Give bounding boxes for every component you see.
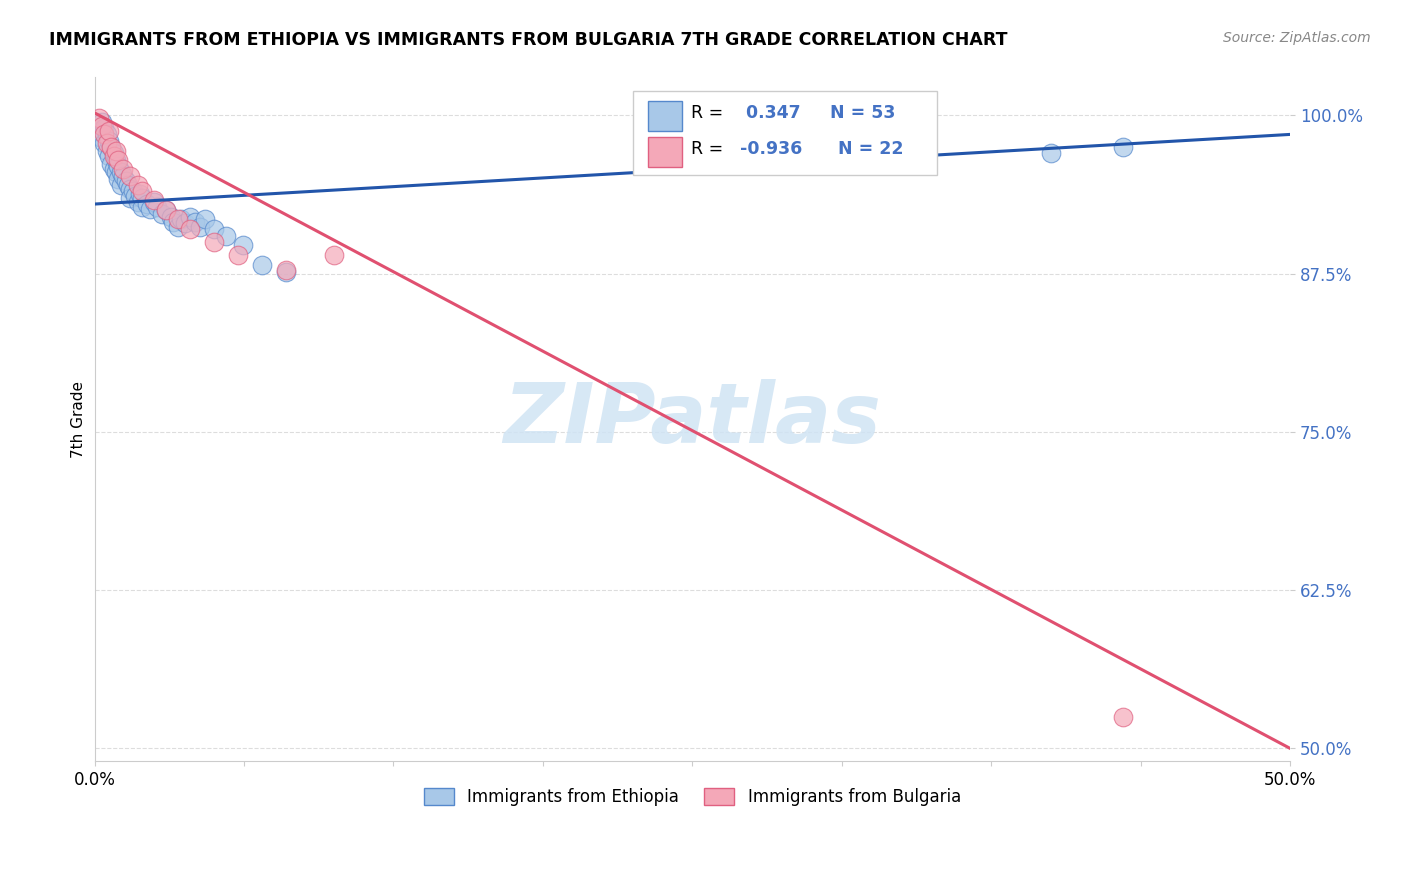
- Point: [93, 121, 115, 136]
- Point: [274, 265, 297, 279]
- Point: [103, 146, 125, 161]
- Point: [250, 258, 273, 272]
- Text: N = 22: N = 22: [832, 140, 904, 158]
- Point: [120, 191, 142, 205]
- Point: [89, 111, 111, 125]
- Point: [103, 149, 125, 163]
- Point: [90, 131, 112, 145]
- Point: [107, 171, 129, 186]
- Point: [90, 114, 112, 128]
- Point: [90, 119, 112, 133]
- Point: [160, 210, 183, 224]
- Point: [155, 203, 177, 218]
- Point: [97, 123, 120, 137]
- Text: -0.936: -0.936: [740, 140, 803, 158]
- Text: Source: ZipAtlas.com: Source: ZipAtlas.com: [1223, 31, 1371, 45]
- Point: [112, 161, 135, 176]
- Point: [193, 212, 215, 227]
- Point: [105, 144, 128, 158]
- Point: [202, 235, 225, 249]
- Point: [124, 189, 146, 203]
- Point: [97, 134, 120, 148]
- Text: N = 53: N = 53: [824, 104, 896, 122]
- Point: [100, 156, 122, 170]
- Point: [129, 186, 152, 201]
- Point: [1040, 146, 1063, 161]
- Point: [97, 149, 120, 163]
- Text: R =: R =: [692, 104, 728, 122]
- FancyBboxPatch shape: [648, 101, 682, 131]
- Point: [143, 193, 166, 207]
- Point: [150, 207, 173, 221]
- Point: [131, 191, 153, 205]
- Point: [107, 159, 129, 173]
- FancyBboxPatch shape: [648, 136, 682, 168]
- Point: [184, 215, 207, 229]
- Point: [110, 165, 132, 179]
- Point: [215, 228, 238, 243]
- Point: [110, 178, 132, 192]
- Point: [89, 123, 111, 137]
- Point: [138, 202, 160, 216]
- Point: [114, 174, 136, 188]
- Point: [131, 200, 153, 214]
- Y-axis label: 7th Grade: 7th Grade: [72, 381, 86, 458]
- Point: [174, 216, 197, 230]
- Point: [179, 222, 201, 236]
- Point: [93, 136, 115, 151]
- Point: [105, 153, 128, 167]
- Point: [232, 237, 254, 252]
- Point: [145, 200, 167, 214]
- Point: [167, 219, 190, 234]
- Point: [120, 169, 142, 184]
- Point: [162, 215, 184, 229]
- Text: 0.347: 0.347: [740, 104, 801, 122]
- Point: [100, 140, 122, 154]
- Point: [96, 136, 118, 151]
- Point: [155, 203, 177, 218]
- Point: [96, 128, 118, 142]
- Point: [169, 212, 191, 227]
- FancyBboxPatch shape: [633, 91, 938, 175]
- Point: [179, 210, 201, 224]
- Point: [117, 178, 139, 192]
- Point: [96, 144, 118, 158]
- Point: [202, 222, 225, 236]
- Point: [107, 153, 129, 167]
- Point: [143, 194, 166, 209]
- Point: [127, 178, 149, 192]
- Point: [1112, 140, 1135, 154]
- Text: ZIPatlas: ZIPatlas: [503, 379, 882, 459]
- Point: [103, 161, 125, 176]
- Point: [167, 212, 190, 227]
- Point: [105, 165, 128, 179]
- Point: [127, 194, 149, 209]
- Point: [120, 182, 142, 196]
- Point: [322, 248, 344, 262]
- Point: [93, 128, 115, 142]
- Point: [100, 140, 122, 154]
- Legend: Immigrants from Ethiopia, Immigrants from Bulgaria: Immigrants from Ethiopia, Immigrants fro…: [416, 780, 969, 814]
- Point: [136, 197, 159, 211]
- Point: [112, 169, 135, 184]
- Point: [824, 153, 846, 167]
- Point: [131, 185, 153, 199]
- Point: [274, 263, 297, 277]
- Point: [188, 219, 211, 234]
- Point: [226, 248, 249, 262]
- Point: [1112, 710, 1135, 724]
- Point: [121, 185, 143, 199]
- Text: IMMIGRANTS FROM ETHIOPIA VS IMMIGRANTS FROM BULGARIA 7TH GRADE CORRELATION CHART: IMMIGRANTS FROM ETHIOPIA VS IMMIGRANTS F…: [49, 31, 1008, 49]
- Text: R =: R =: [692, 140, 728, 158]
